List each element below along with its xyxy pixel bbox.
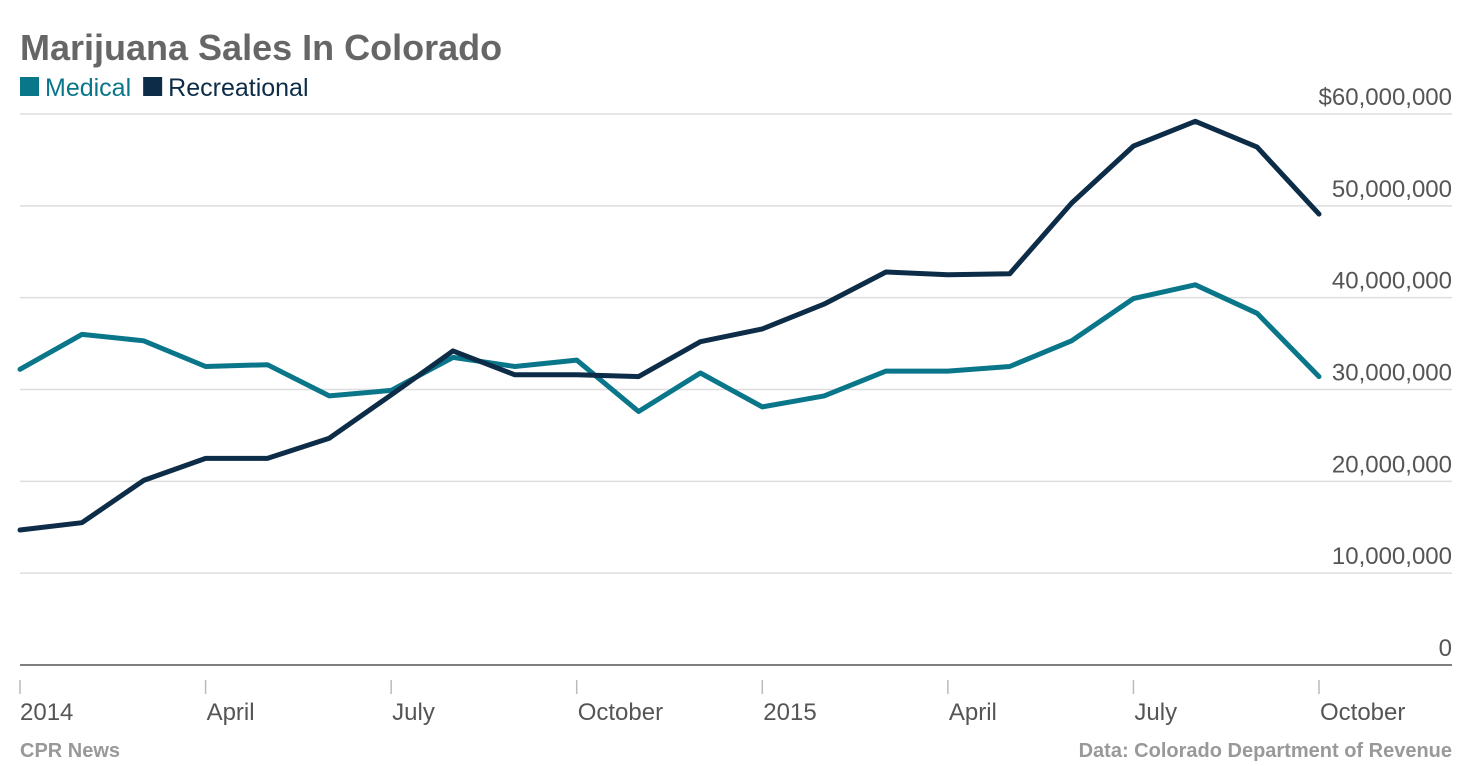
y-tick-label: $60,000,000 <box>1319 84 1452 111</box>
legend-swatch-medical <box>20 77 39 96</box>
y-tick-label: 10,000,000 <box>1332 543 1452 570</box>
x-tick-label: April <box>207 699 255 726</box>
series-line-recreational <box>17 118 1322 533</box>
x-tick-label: April <box>949 699 997 726</box>
y-tick-label: 20,000,000 <box>1332 451 1452 478</box>
y-tick-label: 40,000,000 <box>1332 268 1452 295</box>
chart-title: Marijuana Sales In Colorado <box>20 27 502 68</box>
y-axis: 0 10,000,000 20,000,000 30,000,000 40,000,00… <box>1319 84 1452 662</box>
legend-swatch-recreational <box>143 77 163 96</box>
legend-label-recreational: Recreational <box>168 74 308 102</box>
series-lines <box>17 118 1322 533</box>
series-line-medical <box>17 282 1322 414</box>
source-left: CPR News <box>20 740 120 762</box>
gridlines <box>20 113 1452 666</box>
y-tick-label: 0 <box>1439 635 1452 662</box>
legend-label-medical: Medical <box>45 74 131 102</box>
x-tick-label: October <box>1320 699 1405 726</box>
x-axis: 2014 April July October 2015 April July October <box>19 680 1405 726</box>
legend: Medical Recreational <box>20 74 309 102</box>
x-tick-label: 2015 <box>763 699 816 726</box>
x-tick-label: 2014 <box>20 699 73 726</box>
x-tick-label: July <box>1134 699 1177 726</box>
y-tick-label: 30,000,000 <box>1332 360 1452 387</box>
y-tick-label: 50,000,000 <box>1332 176 1452 203</box>
source-right: Data: Colorado Department of Revenue <box>1079 740 1452 762</box>
x-tick-label: July <box>392 699 435 726</box>
x-tick-label: October <box>578 699 663 726</box>
